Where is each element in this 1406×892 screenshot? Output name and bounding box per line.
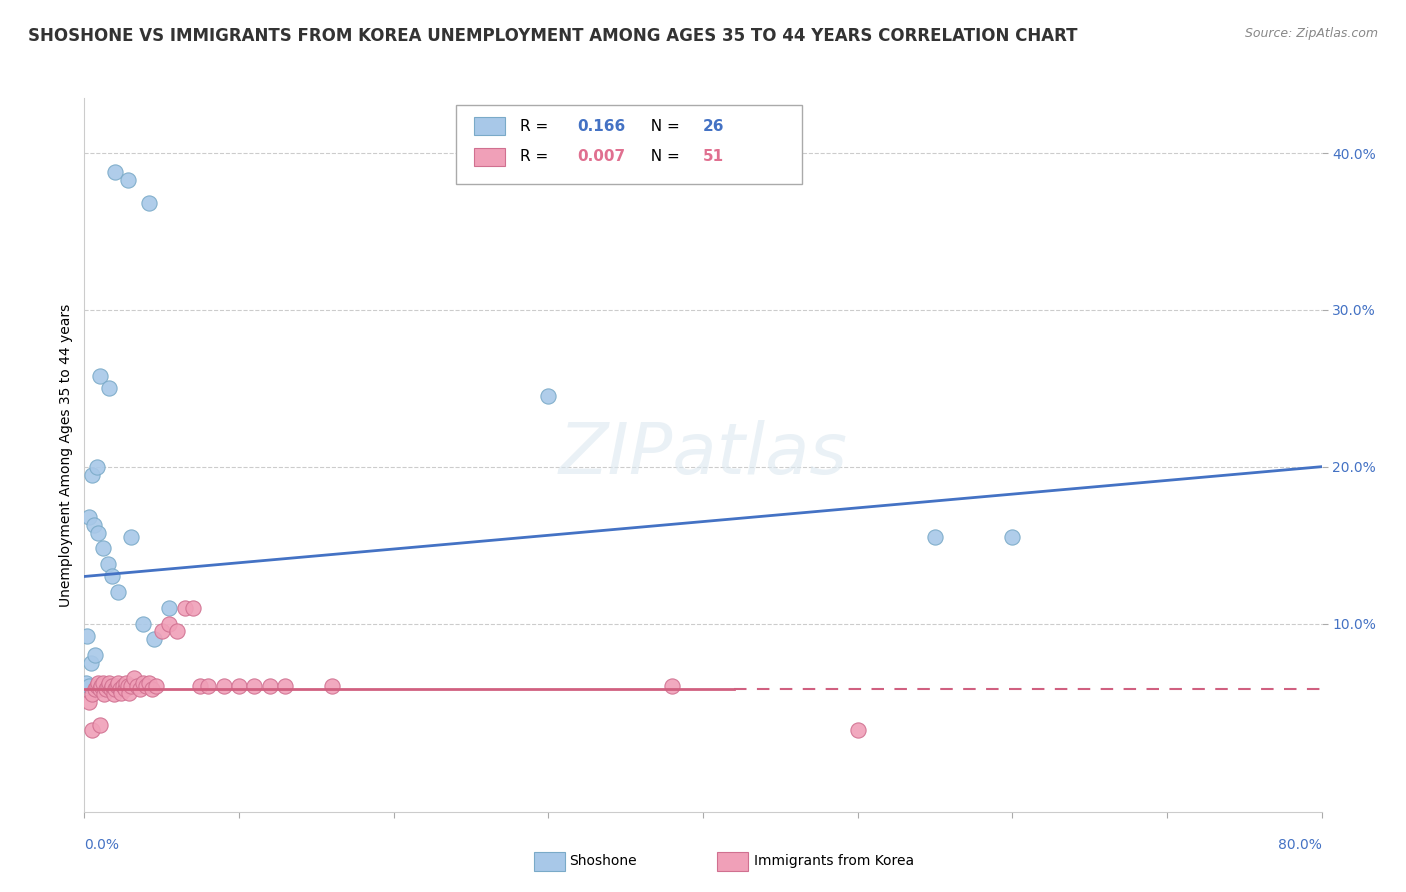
Point	[90, 679, 112, 693]
Point	[89, 682, 111, 697]
Point	[159, 616, 180, 631]
Point	[86, 679, 108, 693]
Point	[77, 509, 100, 524]
Point	[96, 679, 118, 693]
Point	[143, 632, 166, 647]
Point	[79, 656, 101, 670]
Point	[87, 525, 110, 540]
Point	[110, 685, 132, 699]
Point	[120, 530, 142, 544]
Point	[117, 679, 139, 693]
Point	[89, 368, 111, 383]
Text: 80.0%: 80.0%	[1278, 838, 1322, 853]
Bar	[474, 148, 505, 166]
Point	[115, 676, 138, 690]
Text: 51: 51	[703, 150, 724, 164]
Text: 0.166: 0.166	[576, 119, 626, 134]
Point	[174, 600, 197, 615]
Point	[84, 648, 107, 662]
Point	[107, 676, 129, 690]
Point	[118, 685, 141, 699]
Point	[132, 616, 155, 631]
Point	[924, 530, 946, 544]
Point	[243, 679, 266, 693]
Point	[108, 682, 131, 697]
Point	[104, 682, 127, 697]
Point	[129, 682, 152, 697]
Point	[101, 569, 124, 583]
Text: N =: N =	[641, 150, 685, 164]
Bar	[474, 118, 505, 136]
Point	[77, 695, 100, 709]
Point	[93, 687, 115, 701]
Point	[100, 682, 122, 697]
Point	[84, 682, 107, 697]
Text: Source: ZipAtlas.com: Source: ZipAtlas.com	[1244, 27, 1378, 40]
Text: Shoshone: Shoshone	[569, 854, 637, 868]
Point	[89, 718, 111, 732]
Point	[212, 679, 235, 693]
Point	[274, 679, 297, 693]
Point	[259, 679, 281, 693]
Point	[101, 679, 124, 693]
Point	[104, 165, 127, 179]
Point	[117, 172, 139, 186]
Point	[181, 600, 204, 615]
Point	[83, 517, 105, 532]
Text: R =: R =	[520, 150, 553, 164]
Point	[228, 679, 250, 693]
Text: R =: R =	[520, 119, 558, 134]
Point	[103, 687, 125, 701]
Point	[120, 679, 142, 693]
Point	[86, 459, 108, 474]
Point	[105, 679, 128, 693]
Point	[197, 679, 219, 693]
Point	[114, 682, 136, 697]
Point	[77, 679, 100, 693]
Point	[112, 679, 135, 693]
Point	[166, 624, 188, 639]
Point	[138, 196, 160, 211]
Text: ZIPatlas: ZIPatlas	[558, 420, 848, 490]
Point	[145, 679, 167, 693]
Point	[135, 679, 157, 693]
Text: 0.007: 0.007	[576, 150, 624, 164]
Point	[98, 381, 121, 395]
Point	[91, 541, 114, 556]
Point	[107, 585, 129, 599]
Text: Immigrants from Korea: Immigrants from Korea	[754, 854, 914, 868]
Y-axis label: Unemployment Among Ages 35 to 44 years: Unemployment Among Ages 35 to 44 years	[59, 303, 73, 607]
Point	[321, 679, 343, 693]
Point	[94, 682, 117, 697]
Point	[846, 723, 869, 738]
Point	[150, 624, 173, 639]
Point	[159, 600, 180, 615]
Text: 26: 26	[703, 119, 724, 134]
Point	[141, 682, 163, 697]
Point	[75, 676, 97, 690]
Point	[138, 676, 160, 690]
Point	[122, 672, 145, 686]
Point	[98, 676, 121, 690]
Point	[91, 676, 114, 690]
Point	[188, 679, 211, 693]
Point	[82, 467, 104, 482]
Text: N =: N =	[641, 119, 685, 134]
Point	[96, 557, 118, 571]
FancyBboxPatch shape	[456, 105, 801, 184]
Point	[82, 723, 104, 738]
Text: 0.0%: 0.0%	[84, 838, 120, 853]
Point	[132, 676, 155, 690]
Text: SHOSHONE VS IMMIGRANTS FROM KOREA UNEMPLOYMENT AMONG AGES 35 TO 44 YEARS CORRELA: SHOSHONE VS IMMIGRANTS FROM KOREA UNEMPL…	[28, 27, 1077, 45]
Point	[125, 679, 148, 693]
Point	[537, 389, 560, 403]
Point	[661, 679, 683, 693]
Point	[76, 629, 98, 643]
Point	[1001, 530, 1024, 544]
Point	[87, 676, 110, 690]
Point	[82, 687, 104, 701]
